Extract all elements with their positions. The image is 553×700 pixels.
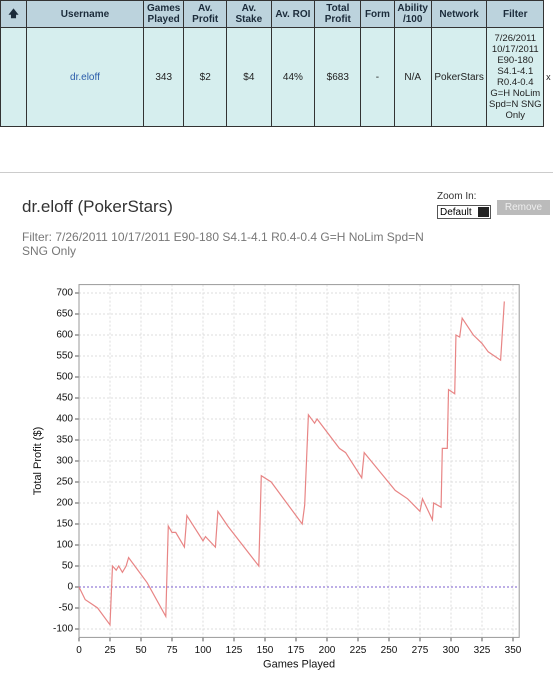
column-header[interactable]: Av. Profit — [183, 0, 228, 28]
column-header[interactable]: Total Profit — [314, 0, 362, 28]
delete-link[interactable]: x — [543, 27, 553, 127]
table-cell: PokerStars — [430, 27, 488, 127]
column-header[interactable]: Network — [430, 0, 488, 28]
x-tick-label: 125 — [226, 645, 243, 656]
y-tick-label: 500 — [56, 372, 73, 383]
column-header[interactable]: Filter — [486, 0, 545, 28]
y-tick-label: 650 — [56, 309, 73, 320]
column-header[interactable]: Username — [25, 0, 145, 28]
table-cell: 44% — [270, 27, 316, 127]
y-tick-label: 450 — [56, 393, 73, 404]
x-tick-label: 250 — [381, 645, 398, 656]
row-spacer — [0, 27, 27, 127]
column-header[interactable]: Av. ROI — [270, 0, 316, 28]
column-header[interactable]: Av. Stake — [226, 0, 272, 28]
x-tick-label: 275 — [412, 645, 429, 656]
table-cell: - — [360, 27, 395, 127]
chart: -100-50050100150200250300350400450500550… — [32, 284, 522, 670]
zoom-value: Default — [440, 207, 472, 218]
x-tick-label: 25 — [104, 645, 116, 656]
y-tick-label: 150 — [56, 519, 73, 530]
column-header[interactable]: Ability /100 — [393, 0, 432, 28]
column-header[interactable]: Form — [360, 0, 395, 28]
x-tick-label: 50 — [135, 645, 147, 656]
table-cell: $683 — [314, 27, 362, 127]
y-tick-label: 50 — [62, 561, 74, 572]
y-tick-label: -50 — [59, 603, 74, 614]
table-cell: N/A — [393, 27, 432, 127]
y-tick-label: 550 — [56, 351, 73, 362]
profit-line — [78, 301, 505, 627]
x-tick-label: 225 — [350, 645, 367, 656]
x-tick-label: 0 — [76, 645, 82, 656]
x-tick-label: 350 — [505, 645, 522, 656]
y-tick-label: 400 — [56, 414, 73, 425]
results-table: 🡅 Username Games Played Av. Profit Av. Stake… — [0, 0, 553, 127]
header-spacer — [543, 0, 553, 28]
x-tick-label: 150 — [257, 645, 274, 656]
panel-title: dr.eloff (PokerStars) — [22, 197, 173, 216]
x-tick-label: 175 — [288, 645, 305, 656]
y-tick-label: 600 — [56, 330, 73, 341]
remove-button[interactable]: Remove — [497, 200, 550, 215]
x-axis-label: Games Played — [263, 658, 335, 670]
zoom-select[interactable]: Default — [437, 205, 491, 219]
divider — [0, 172, 553, 173]
y-tick-label: 100 — [56, 540, 73, 551]
dropdown-arrow — [478, 207, 489, 217]
y-tick-label: 200 — [56, 498, 73, 509]
zoom-label: Zoom In: — [437, 191, 477, 202]
sort-icon[interactable]: 🡅 — [0, 0, 27, 28]
table-cell: 7/26/2011 10/17/2011 E90-180 S4.1-4.1 R0… — [486, 27, 545, 127]
table-cell: $2 — [183, 27, 228, 127]
x-tick-label: 325 — [474, 645, 491, 656]
x-tick-label: 100 — [195, 645, 212, 656]
y-tick-label: 700 — [56, 288, 73, 299]
filter-text: Filter: 7/26/2011 10/17/2011 E90-180 S4.… — [22, 230, 424, 258]
y-axis-label: Total Profit ($) — [32, 427, 44, 495]
y-tick-label: 0 — [67, 582, 73, 593]
table-cell: 343 — [143, 27, 185, 127]
username-link[interactable]: dr.eloff — [25, 27, 145, 127]
table-cell: $4 — [226, 27, 272, 127]
x-tick-label: 75 — [166, 645, 178, 656]
column-header[interactable]: Games Played — [143, 0, 185, 28]
x-tick-label: 200 — [319, 645, 336, 656]
y-tick-label: 250 — [56, 477, 73, 488]
y-tick-label: -100 — [53, 624, 73, 635]
plot-frame — [78, 284, 520, 638]
y-tick-label: 350 — [56, 435, 73, 446]
y-tick-label: 300 — [56, 456, 73, 467]
x-tick-label: 300 — [443, 645, 460, 656]
